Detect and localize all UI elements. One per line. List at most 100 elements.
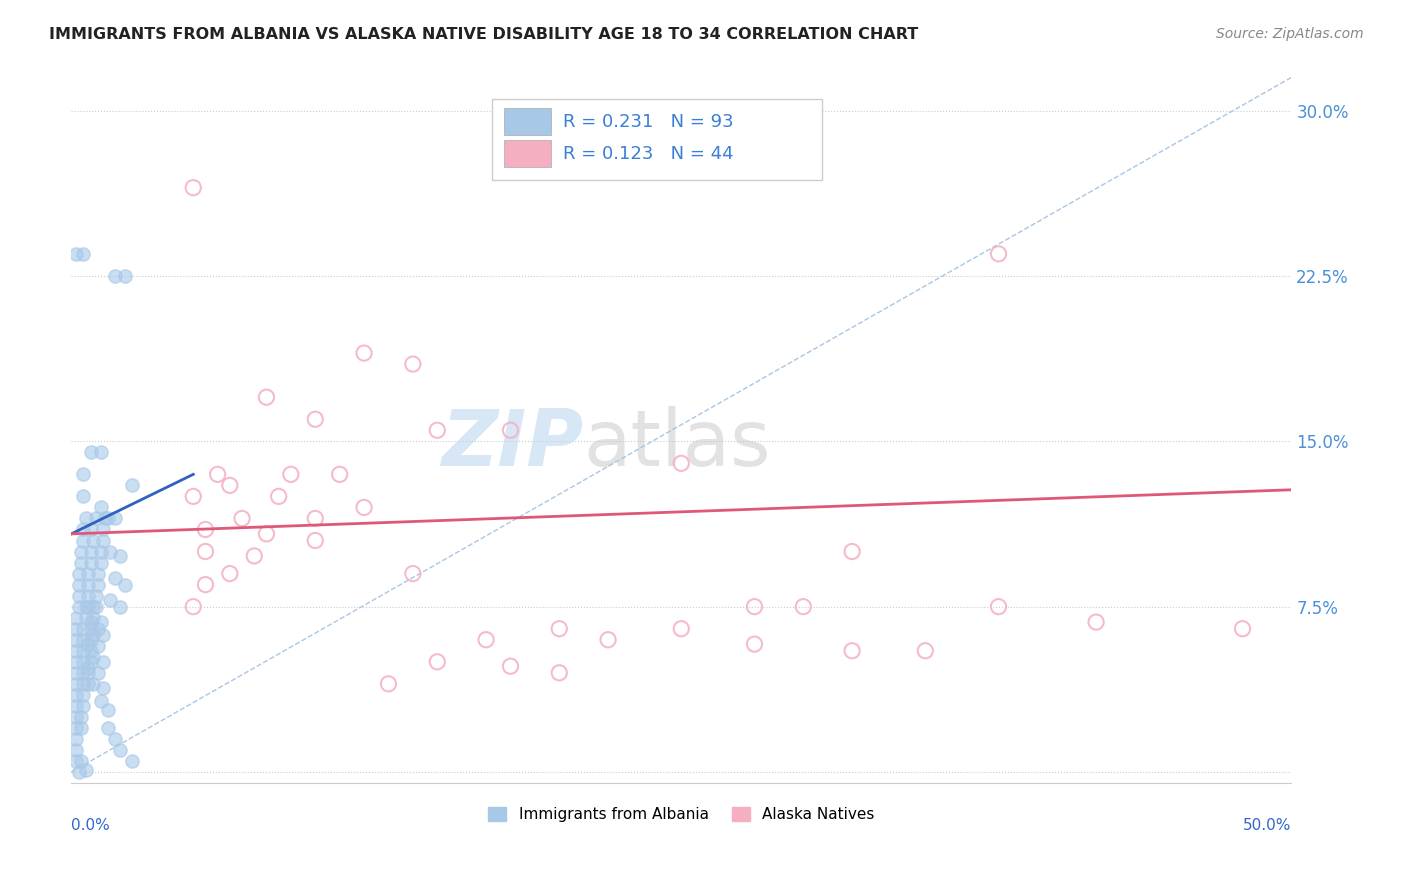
Point (987, 247, 1010, 261)
Point (218, 478, 240, 492)
Point (181, 599, 204, 614)
Point (121, 478, 143, 492)
Point (89, 500, 111, 515)
Point (499, 659, 522, 673)
Point (72, 655, 94, 669)
Point (1085, 615, 1108, 629)
Point (94, 511, 117, 525)
Point (194, 544, 217, 558)
Point (80, 615, 103, 629)
Point (548, 665, 571, 680)
Point (70, 544, 93, 558)
Point (82, 610, 104, 624)
FancyBboxPatch shape (505, 109, 551, 136)
Point (67, 599, 90, 614)
Point (402, 357, 425, 371)
Point (77, 661, 100, 675)
Point (72, 490, 94, 504)
Point (426, 423, 449, 437)
Point (121, 754, 143, 768)
Point (75, 599, 97, 614)
Point (72, 644, 94, 658)
Point (82, 533, 104, 548)
Point (218, 566, 240, 581)
Point (87, 640, 110, 654)
Point (80, 544, 103, 558)
Point (91, 655, 114, 669)
Point (108, 549, 131, 563)
Point (72, 665, 94, 680)
Point (67, 566, 90, 581)
Point (65, 665, 87, 680)
Point (72, 467, 94, 482)
Point (72, 677, 94, 691)
Point (280, 467, 302, 482)
Point (243, 549, 266, 563)
Point (98, 544, 121, 558)
Point (75, 763, 97, 777)
Point (104, 731, 127, 746)
Point (70, 754, 93, 768)
Point (256, 527, 278, 541)
Point (65, 743, 87, 757)
Point (65, 754, 87, 768)
Point (72, 533, 94, 548)
Text: R = 0.231   N = 93: R = 0.231 N = 93 (562, 113, 734, 131)
Point (744, 637, 766, 651)
Point (65, 688, 87, 702)
Point (84, 511, 107, 525)
Point (87, 577, 110, 591)
Point (91, 628, 114, 642)
Point (65, 644, 87, 658)
Point (80, 523, 103, 537)
Point (80, 556, 103, 570)
Point (84, 599, 107, 614)
Point (792, 599, 814, 614)
Point (377, 677, 399, 691)
Point (744, 599, 766, 614)
Point (72, 622, 94, 636)
Point (256, 390, 278, 404)
Point (304, 533, 326, 548)
FancyBboxPatch shape (492, 99, 821, 180)
Text: atlas: atlas (583, 407, 770, 483)
Point (194, 523, 217, 537)
Point (70, 710, 93, 724)
Text: R = 0.123   N = 44: R = 0.123 N = 44 (562, 145, 734, 162)
Point (89, 544, 111, 558)
Point (70, 721, 93, 735)
Point (304, 412, 326, 426)
Point (65, 698, 87, 713)
Point (89, 445, 111, 459)
Point (77, 665, 100, 680)
Point (82, 628, 104, 642)
Point (114, 268, 136, 283)
Point (914, 644, 936, 658)
Point (353, 346, 375, 360)
Point (104, 571, 127, 585)
Point (80, 644, 103, 658)
Point (72, 523, 94, 537)
Point (87, 622, 110, 636)
Point (114, 577, 136, 591)
Point (65, 610, 87, 624)
Point (82, 599, 104, 614)
Point (181, 490, 204, 504)
Point (77, 566, 100, 581)
Point (77, 599, 100, 614)
Point (67, 589, 90, 603)
Point (80, 622, 103, 636)
Point (98, 593, 121, 607)
Point (987, 599, 1010, 614)
Point (91, 533, 114, 548)
Point (104, 511, 127, 525)
Point (65, 247, 87, 261)
Point (596, 632, 619, 647)
Point (402, 566, 425, 581)
Point (97, 511, 120, 525)
Point (87, 566, 110, 581)
Point (72, 698, 94, 713)
Point (65, 731, 87, 746)
Text: IMMIGRANTS FROM ALBANIA VS ALASKA NATIVE DISABILITY AGE 18 TO 34 CORRELATION CHA: IMMIGRANTS FROM ALBANIA VS ALASKA NATIVE… (49, 27, 918, 42)
Point (231, 511, 253, 525)
